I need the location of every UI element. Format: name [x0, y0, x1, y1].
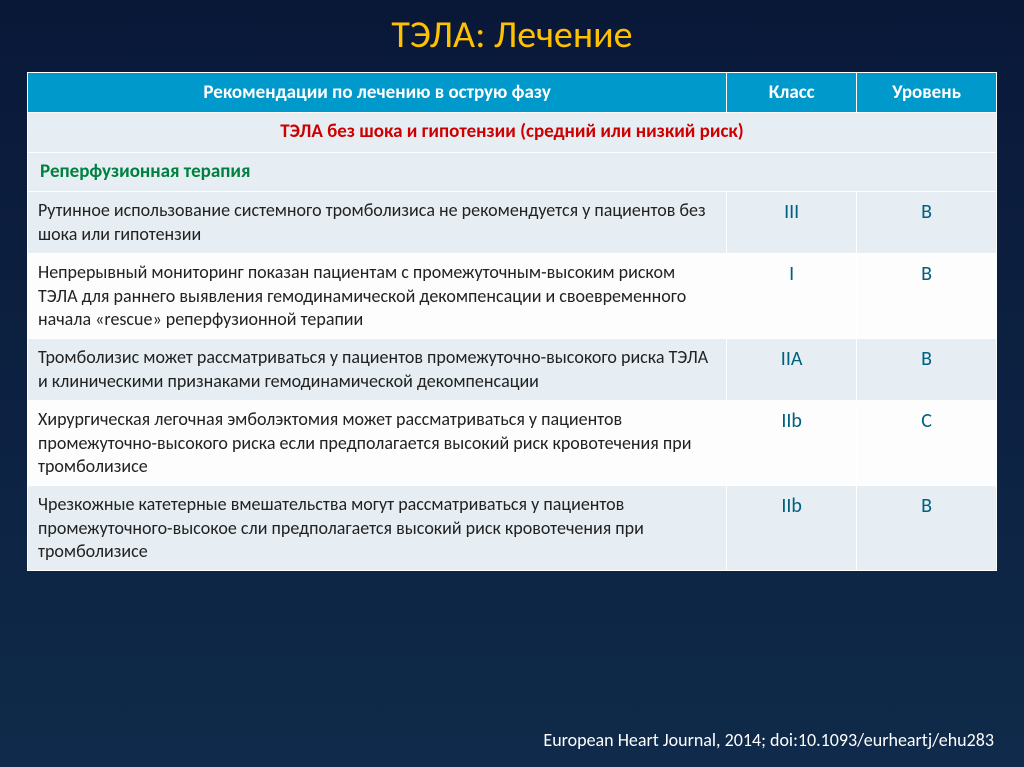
class-cell: IIA	[727, 339, 857, 401]
recommendation-cell: Хирургическая легочная эмболэктомия може…	[28, 401, 727, 486]
table-row: Непрерывный мониторинг показан пациентам…	[28, 254, 997, 339]
table-row: Чрезкожные катетерные вмешательства могу…	[28, 486, 997, 571]
class-cell: III	[727, 192, 857, 254]
table-row: Рутинное использование системного тромбо…	[28, 192, 997, 254]
table-header-row: Рекомендации по лечению в острую фазу Кл…	[28, 73, 997, 113]
level-cell: B	[857, 192, 997, 254]
subtitle-cell: ТЭЛА без шока и гипотензии (средний или …	[28, 113, 997, 153]
level-cell: C	[857, 401, 997, 486]
citation-text: European Heart Journal, 2014; doi:10.109…	[543, 729, 994, 751]
level-cell: B	[857, 486, 997, 571]
slide-title: ТЭЛА: Лечение	[0, 0, 1024, 72]
header-level: Уровень	[857, 73, 997, 113]
recommendations-table: Рекомендации по лечению в острую фазу Кл…	[27, 72, 997, 571]
level-cell: B	[857, 254, 997, 339]
recommendation-cell: Непрерывный мониторинг показан пациентам…	[28, 254, 727, 339]
subtitle-row: ТЭЛА без шока и гипотензии (средний или …	[28, 113, 997, 153]
recommendation-cell: Тромболизис может рассматриваться у паци…	[28, 339, 727, 401]
table-body: ТЭЛА без шока и гипотензии (средний или …	[28, 113, 997, 571]
recommendation-cell: Чрезкожные катетерные вмешательства могу…	[28, 486, 727, 571]
header-recommendation: Рекомендации по лечению в острую фазу	[28, 73, 727, 113]
section-cell: Реперфузионная терапия	[28, 152, 997, 192]
level-cell: B	[857, 339, 997, 401]
class-cell: IIb	[727, 401, 857, 486]
class-cell: I	[727, 254, 857, 339]
recommendation-cell: Рутинное использование системного тромбо…	[28, 192, 727, 254]
table-row: Хирургическая легочная эмболэктомия може…	[28, 401, 997, 486]
header-class: Класс	[727, 73, 857, 113]
class-cell: IIb	[727, 486, 857, 571]
table-row: Тромболизис может рассматриваться у паци…	[28, 339, 997, 401]
section-row: Реперфузионная терапия	[28, 152, 997, 192]
